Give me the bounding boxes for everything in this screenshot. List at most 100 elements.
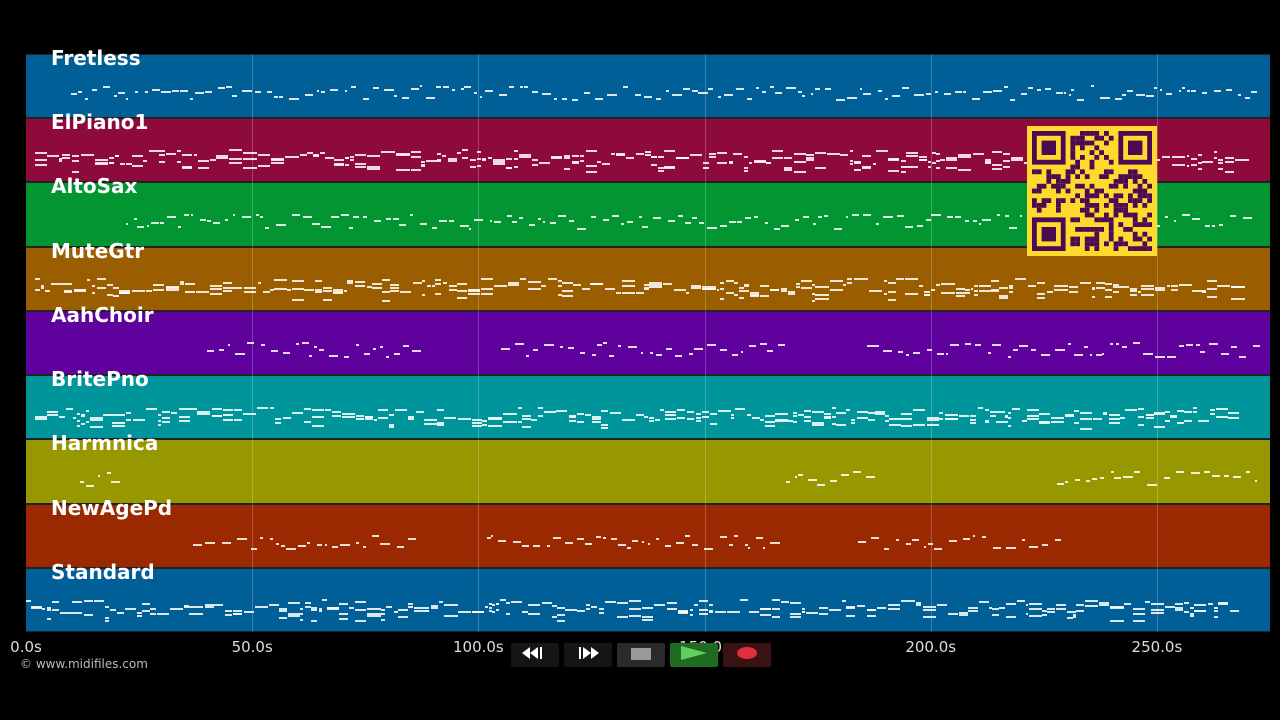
midi-note xyxy=(789,612,802,615)
midi-note xyxy=(422,293,426,296)
midi-note xyxy=(194,91,204,94)
midi-note xyxy=(366,607,381,610)
midi-note xyxy=(176,149,181,152)
midi-note xyxy=(1129,294,1138,297)
midi-note xyxy=(621,418,635,421)
midi-note xyxy=(1002,160,1010,163)
midi-note xyxy=(689,614,693,617)
midi-note xyxy=(193,154,197,156)
midi-note xyxy=(292,298,305,301)
midi-note xyxy=(346,279,354,282)
midi-note xyxy=(282,417,291,420)
midi-note xyxy=(1179,345,1184,348)
midi-note xyxy=(537,218,542,221)
play-button[interactable] xyxy=(670,643,718,667)
midi-note xyxy=(355,609,366,612)
midi-note xyxy=(958,415,969,418)
midi-note xyxy=(906,165,918,168)
midi-note xyxy=(1213,609,1219,612)
midi-note xyxy=(1254,480,1258,483)
midi-note xyxy=(968,606,978,609)
midi-note xyxy=(1021,420,1028,422)
midi-note xyxy=(388,424,395,427)
midi-note xyxy=(1029,614,1042,617)
midi-note xyxy=(1209,412,1215,415)
midi-note xyxy=(199,218,206,221)
midi-note xyxy=(580,352,586,355)
midi-note xyxy=(35,278,40,281)
midi-note xyxy=(319,348,325,351)
midi-note xyxy=(461,87,465,90)
midi-note xyxy=(769,85,775,88)
midi-note xyxy=(1018,345,1029,348)
midi-note xyxy=(1084,346,1089,349)
midi-note xyxy=(888,299,896,302)
midi-note xyxy=(769,288,780,291)
midi-note xyxy=(1129,289,1138,292)
midi-note xyxy=(1171,163,1186,166)
record-button[interactable] xyxy=(723,643,771,667)
midi-note xyxy=(968,610,978,613)
midi-note xyxy=(527,603,541,606)
midi-note xyxy=(216,156,228,159)
stop-button[interactable] xyxy=(617,643,665,667)
midi-note xyxy=(1036,297,1046,300)
midi-note xyxy=(407,416,415,419)
midi-note xyxy=(449,219,452,222)
midi-note xyxy=(826,152,840,155)
midi-note xyxy=(313,346,318,349)
midi-note xyxy=(312,154,319,157)
midi-note xyxy=(936,166,940,169)
midi-note xyxy=(591,417,601,420)
midi-note xyxy=(861,166,872,169)
midi-note xyxy=(178,416,190,419)
midi-note xyxy=(906,354,909,357)
midi-note xyxy=(107,471,112,474)
midi-note xyxy=(435,292,441,295)
midi-note xyxy=(234,409,242,412)
midi-note xyxy=(269,406,274,409)
midi-note xyxy=(268,603,279,606)
rewind-button[interactable] xyxy=(511,643,559,667)
midi-note xyxy=(35,416,47,419)
midi-note xyxy=(257,282,262,285)
midi-note xyxy=(1193,411,1197,414)
midi-note xyxy=(605,601,616,604)
midi-note xyxy=(845,615,856,618)
midi-note xyxy=(690,286,701,289)
midi-note xyxy=(112,295,119,298)
midi-note xyxy=(1096,282,1106,285)
midi-note xyxy=(379,346,383,349)
midi-note xyxy=(774,227,780,230)
midi-note xyxy=(912,409,925,412)
midi-note xyxy=(922,606,936,609)
midi-note xyxy=(1108,422,1120,425)
midi-note xyxy=(373,347,376,350)
midi-note xyxy=(304,602,311,605)
midi-note xyxy=(585,543,593,546)
midi-note xyxy=(343,355,349,358)
midi-note xyxy=(728,544,734,547)
midi-note xyxy=(260,343,265,346)
time-gridline xyxy=(478,54,480,632)
midi-note xyxy=(85,97,88,100)
midi-note xyxy=(356,541,359,544)
midi-note xyxy=(689,608,693,611)
midi-note xyxy=(151,222,160,224)
midi-note xyxy=(306,542,310,545)
midi-note xyxy=(468,292,481,295)
midi-note xyxy=(1005,602,1017,605)
midi-note xyxy=(247,342,254,345)
midi-note xyxy=(845,215,848,218)
fast-forward-button[interactable] xyxy=(564,643,612,667)
midi-note xyxy=(476,150,482,153)
midi-note xyxy=(861,155,872,158)
midi-note xyxy=(645,153,651,156)
midi-note xyxy=(495,609,499,612)
midi-note xyxy=(729,161,733,164)
midi-note xyxy=(225,218,228,221)
midi-note xyxy=(457,283,467,286)
midi-note xyxy=(513,158,519,161)
midi-note xyxy=(462,156,468,159)
midi-note xyxy=(223,281,232,284)
